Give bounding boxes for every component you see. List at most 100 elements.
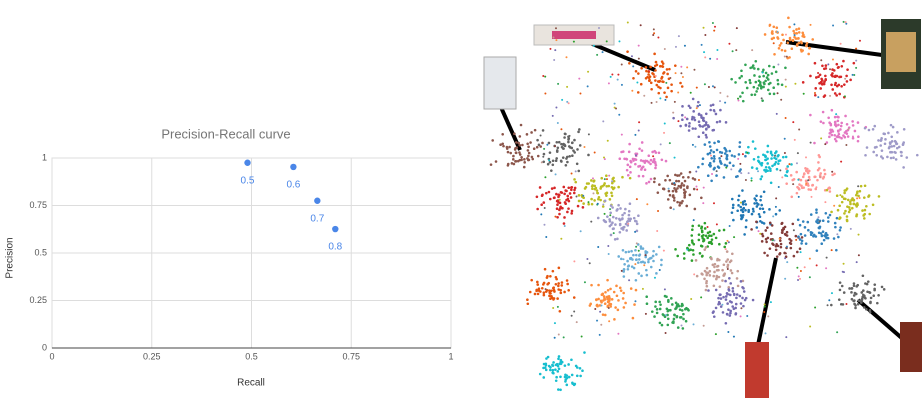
tsne-dot xyxy=(764,303,766,305)
tsne-dot xyxy=(758,79,761,82)
tsne-dot xyxy=(720,162,723,165)
tsne-dot xyxy=(570,196,573,199)
tsne-dot xyxy=(746,87,749,90)
tsne-dot xyxy=(805,44,808,47)
tsne-dot xyxy=(630,250,633,253)
tsne-dot xyxy=(775,213,778,216)
tsne-dot xyxy=(593,179,596,182)
tsne-dot xyxy=(576,321,578,323)
tsne-dot xyxy=(558,334,560,336)
tsne-dot xyxy=(566,211,569,214)
tsne-dot xyxy=(556,150,559,153)
tsne-dot xyxy=(845,303,847,305)
point xyxy=(314,198,320,204)
tsne-dot xyxy=(738,195,741,198)
tsne-dot xyxy=(826,257,828,259)
tsne-dot xyxy=(632,65,634,67)
tsne-dot xyxy=(681,182,684,185)
tsne-dot xyxy=(755,81,758,84)
tsne-dot xyxy=(725,248,727,250)
tsne-dot xyxy=(768,83,771,86)
tsne-dot xyxy=(640,245,643,248)
tsne-dot xyxy=(705,280,708,283)
tsne-dot xyxy=(760,85,763,88)
tsne-dot xyxy=(634,134,636,136)
tsne-dot xyxy=(819,221,821,223)
tsne-dot xyxy=(708,241,711,244)
tsne-dot xyxy=(655,84,658,87)
tsne-dot xyxy=(636,198,638,200)
tsne-dot xyxy=(847,199,850,202)
tsne-dot xyxy=(770,182,773,185)
tsne-dot xyxy=(627,22,629,24)
tsne-dot xyxy=(650,88,653,91)
tsne-dot xyxy=(805,242,808,245)
tsne-dot xyxy=(753,158,756,161)
tsne-dot xyxy=(555,141,558,144)
tsne-dot xyxy=(741,92,744,95)
tsne-dot xyxy=(855,67,857,69)
tsne-dot xyxy=(862,214,865,217)
tsne-dot xyxy=(678,174,681,177)
tsne-dot xyxy=(781,49,784,52)
tsne-dot xyxy=(625,229,628,232)
tsne-dot xyxy=(539,373,542,376)
tsne-dot xyxy=(662,313,665,316)
tsne-dot xyxy=(545,288,547,290)
tsne-dot xyxy=(554,368,557,371)
connector xyxy=(786,42,882,55)
tsne-dot xyxy=(640,261,643,264)
tsne-dot xyxy=(705,274,708,277)
tsne-dot xyxy=(820,78,823,81)
tsne-dot xyxy=(820,120,823,123)
tsne-dot xyxy=(594,188,597,191)
tsne-dot xyxy=(716,259,719,262)
tsne-dot xyxy=(627,223,629,225)
tsne-dot xyxy=(748,172,750,174)
tsne-dot xyxy=(645,66,648,69)
tsne-dot xyxy=(677,326,680,329)
tsne-dot xyxy=(730,259,733,262)
tsne-dot xyxy=(857,299,860,302)
tsne-dot xyxy=(788,163,790,165)
tsne-dot xyxy=(748,79,751,82)
tsne-dot xyxy=(731,198,734,201)
tsne-dot xyxy=(688,244,691,247)
tsne-dot xyxy=(831,134,834,137)
tsne-dot xyxy=(706,267,709,270)
tsne-dot xyxy=(820,59,822,61)
tsne-dot xyxy=(829,95,831,97)
tsne-dot xyxy=(608,175,610,177)
tsne-dot xyxy=(678,204,681,207)
tsne-dot xyxy=(785,336,787,338)
tsne-dot xyxy=(895,158,898,161)
tsne-dot xyxy=(794,139,796,141)
tsne-dot xyxy=(726,313,729,316)
tsne-dot xyxy=(858,254,860,256)
tsne-dot xyxy=(882,132,885,135)
tsne-dot xyxy=(622,249,625,252)
tsne-dot xyxy=(605,185,608,188)
tsne-dot xyxy=(673,208,675,210)
tsne-dot xyxy=(629,258,632,261)
tsne-dot xyxy=(611,221,614,224)
tsne-dot xyxy=(849,200,852,203)
tsne-dot xyxy=(828,136,831,139)
tsne-dot xyxy=(734,81,737,84)
tsne-dot xyxy=(842,134,845,137)
tsne-dot xyxy=(732,204,735,207)
tsne-dot xyxy=(638,175,641,178)
tsne-dot xyxy=(596,192,599,195)
tsne-dot xyxy=(788,238,791,241)
tsne-dot xyxy=(571,186,574,189)
tsne-dot xyxy=(731,253,734,256)
tsne-dot xyxy=(837,236,840,239)
tsne-dot xyxy=(673,182,675,184)
tsne-dot xyxy=(730,78,733,81)
tsne-dot xyxy=(698,120,701,123)
tsne-dot xyxy=(684,45,686,47)
tsne-dot xyxy=(563,216,566,219)
tsne-dot xyxy=(720,297,723,300)
tsne-dot xyxy=(834,83,837,86)
tsne-dot xyxy=(521,144,524,147)
